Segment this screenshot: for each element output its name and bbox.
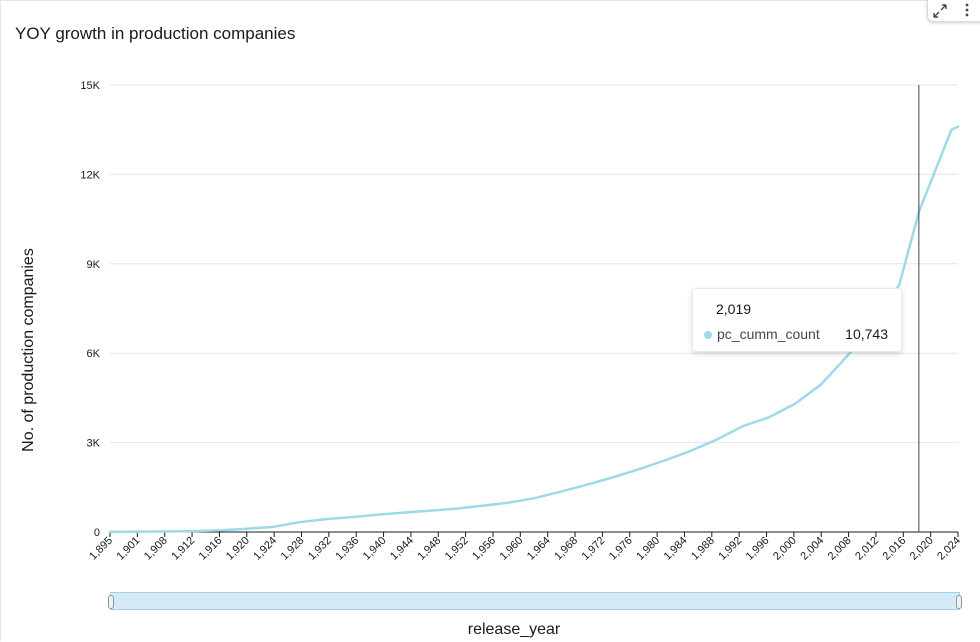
- x-tick-label: 1,956: [470, 535, 498, 563]
- x-tick-label: 1,920: [224, 535, 252, 563]
- x-tick-label: 2,020: [908, 535, 936, 563]
- range-handle-right[interactable]: [956, 595, 962, 609]
- x-tick-label: 1,912: [169, 535, 197, 563]
- tooltip-series-value: 10,743: [845, 326, 888, 342]
- x-tick-label: 1,976: [607, 535, 635, 563]
- y-tick-label: 3K: [87, 438, 101, 450]
- more-options-icon[interactable]: [961, 2, 973, 18]
- x-tick-label: 1,996: [744, 535, 772, 563]
- x-tick-label: 2,000: [771, 535, 799, 563]
- x-tick-label: 1,908: [142, 535, 170, 563]
- x-tick-label: 1,988: [689, 535, 717, 563]
- y-tick-label: 15K: [80, 80, 100, 92]
- y-tick-label: 9K: [87, 259, 101, 271]
- tooltip-title: 2,019: [716, 301, 752, 317]
- range-handle-left[interactable]: [108, 595, 114, 609]
- x-tick-label: 1,948: [415, 535, 443, 563]
- grid-lines: [110, 84, 958, 444]
- tooltip-series-name: pc_cumm_count: [717, 326, 820, 342]
- x-tick-label: 1,984: [662, 535, 690, 563]
- x-tick-label: 1,960: [497, 535, 525, 563]
- expand-icon[interactable]: [932, 3, 948, 19]
- y-tick-label: 6K: [87, 348, 101, 360]
- y-axis-ticks: 0 3K 6K 9K 12K 15K: [80, 80, 100, 539]
- x-tick-label: 2,004: [798, 535, 826, 563]
- x-tick-label: 1,964: [525, 535, 553, 563]
- x-tick-label: 2,016: [880, 535, 908, 563]
- x-tick-label: 1,944: [388, 535, 416, 563]
- x-tick-label: 1,901: [115, 535, 143, 563]
- x-tick-label: 2,008: [826, 535, 854, 563]
- x-tick-label: 2,012: [853, 535, 881, 563]
- visual-menu: [927, 0, 980, 22]
- x-tick-label: 1,952: [443, 535, 471, 563]
- x-tick-label: 1,924: [251, 535, 279, 563]
- tooltip-series-dot: [704, 331, 712, 339]
- x-axis-label: release_year: [467, 621, 561, 638]
- x-tick-label: 1,972: [580, 535, 608, 563]
- x-tick-label: 1,936: [333, 535, 361, 563]
- x-tick-label: 1,992: [716, 535, 744, 563]
- range-scrollbar[interactable]: [108, 592, 962, 610]
- x-tick-label: 1,928: [279, 535, 307, 563]
- chart-title: YOY growth in production companies: [15, 24, 296, 43]
- tooltip: 2,019 pc_cumm_count 10,743: [692, 288, 902, 352]
- x-tick-label: 1,895: [87, 535, 115, 563]
- x-tick-label: 1,932: [306, 535, 334, 563]
- y-tick-label: 0: [94, 527, 100, 539]
- x-tick-label: 1,980: [634, 535, 662, 563]
- x-axis: 1,895 1,901 1,908 1,912 1,916 1,920 1,924 1,928…: [87, 531, 963, 563]
- x-tick-label: 1,968: [552, 535, 580, 563]
- x-tick-label: 1,940: [361, 535, 389, 563]
- x-tick-label: 1,916: [197, 535, 225, 563]
- y-tick-label: 12K: [80, 169, 100, 181]
- x-tick-label: 2,024: [935, 535, 963, 563]
